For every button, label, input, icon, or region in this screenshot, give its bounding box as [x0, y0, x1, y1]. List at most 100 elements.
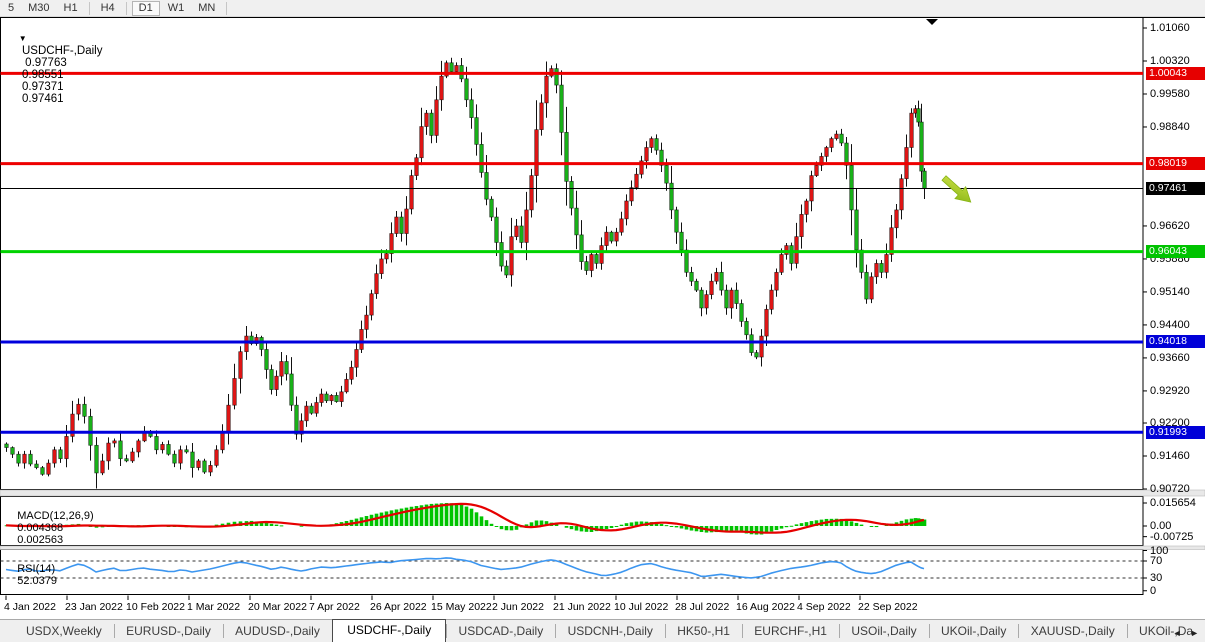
- candle-body: [208, 465, 213, 473]
- candle-body: [118, 440, 123, 460]
- chart-tab-usoil-daily[interactable]: USOil-,Daily: [851, 624, 917, 638]
- chart-tab-eurusd-daily[interactable]: EURUSD-,Daily: [126, 624, 211, 638]
- rsi-line: [5, 557, 925, 579]
- macd-bar: [714, 526, 719, 533]
- chart-tab-usdcad-daily[interactable]: USDCAD-,Daily: [458, 624, 544, 638]
- macd-bar: [419, 505, 424, 526]
- candle-body: [172, 453, 177, 464]
- date-axis-label: 4 Jan 2022: [4, 601, 56, 613]
- ohlc-high: 0.98551: [21, 69, 64, 81]
- timeframe-button-5[interactable]: 5: [8, 1, 15, 14]
- macd-bar: [834, 518, 839, 526]
- chart-tab-usdcnh-daily[interactable]: USDCNH-,Daily: [567, 624, 653, 638]
- chart-tab-usdx-weekly[interactable]: USDX,Weekly: [26, 624, 102, 638]
- candle-body: [624, 200, 629, 220]
- symbol-name: USDCHF-,Daily: [21, 45, 103, 57]
- macd-bar: [439, 503, 444, 526]
- macd-bar: [254, 521, 259, 526]
- macd-bar: [739, 526, 744, 532]
- macd-axis-label: 0.00: [1150, 520, 1172, 532]
- price-axis-label: 0.99580: [1150, 87, 1190, 100]
- macd-bar: [584, 526, 589, 532]
- level-price-tag: 0.96043: [1146, 245, 1205, 259]
- timeframe-button-mn[interactable]: MN: [198, 1, 216, 14]
- panel-divider[interactable]: [0, 489, 1205, 497]
- timeframe-button-d1[interactable]: D1: [131, 0, 160, 16]
- macd-bar: [599, 526, 604, 531]
- candle-body: [899, 178, 904, 211]
- macd-bar: [679, 526, 684, 529]
- candle-body: [644, 147, 649, 162]
- candle-body: [232, 378, 237, 406]
- chart-shift-marker-icon[interactable]: [926, 19, 938, 25]
- candle-body: [289, 373, 294, 406]
- candle-body: [674, 209, 679, 233]
- macd-bar: [539, 520, 544, 526]
- candle-body: [202, 460, 207, 473]
- chart-tab-audusd-daily[interactable]: AUDUSD-,Daily: [235, 624, 320, 638]
- macd-bar: [232, 521, 237, 526]
- timeframe-button-m30[interactable]: M30: [28, 1, 50, 14]
- candle-body: [279, 361, 284, 377]
- candle-body: [649, 138, 654, 148]
- macd-bar: [729, 526, 734, 531]
- candle-body: [854, 209, 859, 251]
- candle-body: [779, 254, 784, 273]
- symbol-dropdown-icon[interactable]: ▼: [18, 34, 27, 43]
- macd-bar: [379, 512, 384, 526]
- timeframe-button-h1[interactable]: H1: [63, 1, 78, 14]
- candle-body: [764, 308, 769, 337]
- candle-body: [474, 117, 479, 145]
- candle-body: [564, 131, 569, 182]
- candle-body: [76, 403, 81, 415]
- candle-body: [589, 254, 594, 271]
- macd-bar: [684, 526, 689, 530]
- macd-bar: [544, 521, 549, 526]
- macd-bar: [754, 526, 759, 535]
- rsi-axis-label: 100: [1150, 544, 1169, 557]
- chart-tab-usdchf-daily[interactable]: USDCHF-,Daily: [332, 619, 447, 642]
- macd-bar: [94, 526, 99, 528]
- candle-body: [16, 453, 21, 464]
- price-axis-label: 0.96620: [1150, 219, 1190, 232]
- macd-bar: [409, 506, 414, 526]
- chart-tab-eurchf-h1[interactable]: EURCHF-,H1: [754, 624, 827, 638]
- candle-body: [804, 200, 809, 215]
- chart-tab-ukoil-daily[interactable]: UKOil-,Daily: [941, 624, 1007, 638]
- candle-body: [584, 261, 589, 271]
- candle-body: [559, 84, 564, 133]
- toolbar-separator: [226, 1, 228, 15]
- timeframe-button-w1[interactable]: W1: [167, 1, 185, 14]
- candle-body: [249, 335, 254, 345]
- panel-divider[interactable]: [0, 545, 1205, 550]
- chart-tab-ukoil-da[interactable]: UKOil-,Da: [1139, 624, 1194, 638]
- price-axis-label: 0.95140: [1150, 285, 1190, 298]
- candle-body: [699, 289, 704, 309]
- candle-body: [364, 314, 369, 330]
- macd-bar: [524, 524, 529, 526]
- candle-body: [58, 449, 63, 460]
- macd-bar: [469, 508, 474, 526]
- down-arrow-annotation-icon[interactable]: [939, 172, 976, 208]
- candle-body: [922, 170, 927, 189]
- candle-body: [64, 436, 69, 460]
- level-price-tag: 0.98019: [1146, 157, 1205, 171]
- candle-body: [694, 280, 699, 291]
- tab-scroll-arrows-icon[interactable]: ◄ ►: [1172, 628, 1202, 638]
- candle-body: [479, 144, 484, 173]
- candle-body: [834, 133, 839, 139]
- candle-body: [434, 99, 439, 136]
- price-axis-label: 0.91460: [1150, 450, 1190, 462]
- chart-tab-xauusd-daily[interactable]: XAUUSD-,Daily: [1030, 624, 1115, 638]
- chart-tab-hk50-h1[interactable]: HK50-,H1: [677, 624, 730, 638]
- candle-body: [599, 245, 604, 264]
- candle-body: [669, 182, 674, 211]
- timeframe-button-h4[interactable]: H4: [100, 1, 115, 14]
- rsi-axis-label: 0: [1150, 584, 1157, 597]
- date-axis-label: 16 Aug 2022: [736, 601, 795, 613]
- candle-body: [829, 138, 834, 148]
- candle-body: [684, 249, 689, 273]
- candle-body: [484, 172, 489, 200]
- macd-bar: [444, 502, 449, 526]
